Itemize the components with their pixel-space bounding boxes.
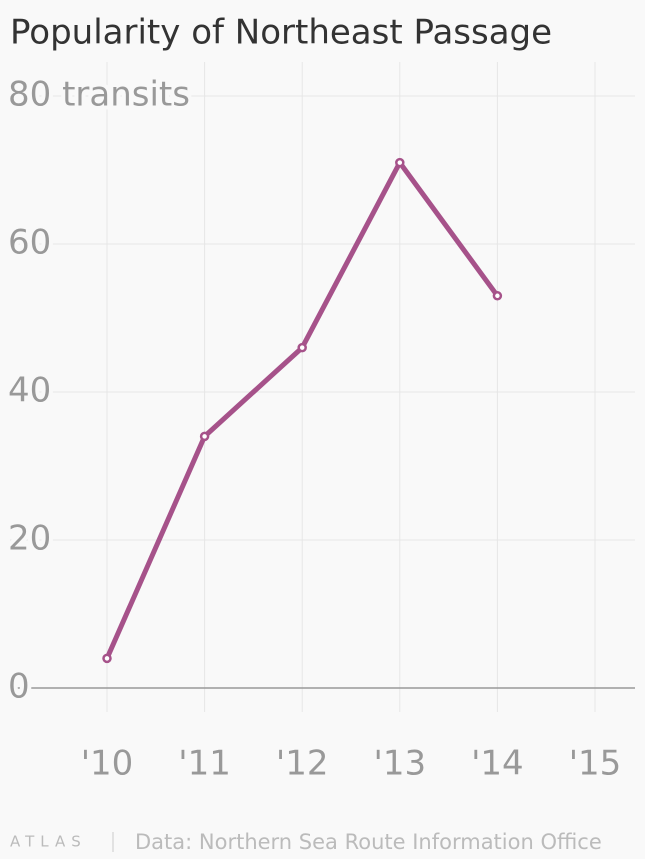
logo: ATLAS [10,833,87,851]
point [102,653,112,664]
point [395,157,405,168]
point [492,291,503,301]
x-tick-label: '14 [471,744,524,784]
x-tick-label: '13 [373,744,426,784]
x-tick-label: '15 [569,744,622,784]
x-tick-label: '10 [81,744,134,784]
point [297,342,307,353]
y-tick-label: 20 [8,519,51,559]
chart-title: Popularity of Northeast Passage [10,13,552,53]
point [199,431,210,442]
source: Data: Northern Sea Route Information Off… [135,830,602,854]
y-tick-label: 0 [8,667,30,707]
x-tick-label: '11 [178,744,231,784]
y-tick-label: 40 [8,371,51,411]
y-tick-label: 60 [8,223,51,263]
x-tick-label: '12 [276,744,329,784]
y-tick-label: 80 transits [8,75,190,115]
